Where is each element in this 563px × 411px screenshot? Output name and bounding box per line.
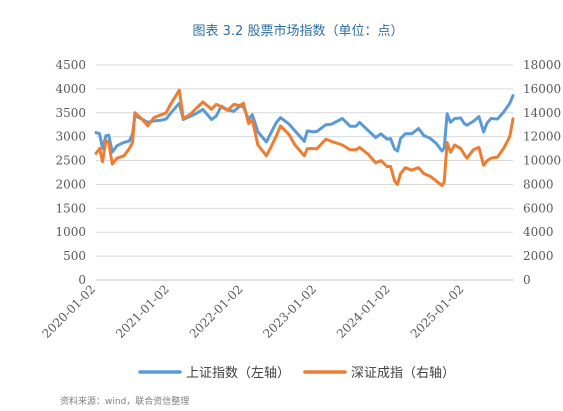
series-line bbox=[94, 88, 515, 188]
left-axis-tick-label: 3000 bbox=[55, 130, 86, 144]
legend-label: 深证成指（右轴） bbox=[351, 366, 455, 381]
series-lines bbox=[94, 88, 515, 188]
x-axis-tick-label: 2021-01-02 bbox=[113, 282, 172, 341]
left-axis-tick-label: 4000 bbox=[55, 82, 86, 96]
left-axis-tick-label: 0 bbox=[78, 273, 86, 287]
source-note: 资料来源：wind，联合资信整理 bbox=[60, 395, 189, 407]
x-axis-tick-label: 2025-01-02 bbox=[408, 282, 467, 341]
right-axis-tick-label: 4000 bbox=[523, 225, 554, 239]
right-axis-tick-label: 14000 bbox=[523, 106, 561, 120]
left-axis-tick-label: 2500 bbox=[55, 154, 86, 168]
left-axis-tick-label: 3500 bbox=[55, 106, 86, 120]
series-line bbox=[94, 94, 515, 154]
right-axis-tick-label: 8000 bbox=[523, 177, 554, 191]
axes: 0 500 1000 1500 2000 2500 3000 3500 4000 4500 0 200… bbox=[39, 58, 561, 341]
left-axis-tick-label: 1000 bbox=[55, 225, 86, 239]
right-axis-tick-label: 16000 bbox=[523, 82, 561, 96]
left-axis-tick-label: 500 bbox=[63, 249, 86, 263]
x-axis-tick-label: 2022-01-02 bbox=[187, 282, 246, 341]
right-axis-tick-label: 12000 bbox=[523, 130, 561, 144]
right-axis-tick-label: 0 bbox=[523, 273, 531, 287]
x-axis-tick-label: 2020-01-02 bbox=[39, 282, 98, 341]
left-axis-tick-label: 2000 bbox=[55, 177, 86, 191]
left-axis-tick-label: 4500 bbox=[55, 58, 86, 72]
chart-title: 图表 3.2 股票市场指数（单位：点） bbox=[193, 23, 404, 39]
legend-label: 上证指数（左轴） bbox=[186, 366, 290, 381]
right-axis-tick-label: 18000 bbox=[523, 58, 561, 72]
x-axis-tick-label: 2024-01-02 bbox=[334, 282, 393, 341]
right-axis-tick-label: 2000 bbox=[523, 249, 554, 263]
right-axis-tick-label: 10000 bbox=[523, 154, 561, 168]
left-axis-tick-label: 1500 bbox=[55, 201, 86, 215]
right-axis-tick-label: 6000 bbox=[523, 201, 554, 215]
legend: 上证指数（左轴） 深证成指（右轴） bbox=[138, 366, 455, 381]
x-axis-tick-label: 2023-01-02 bbox=[260, 282, 319, 341]
gridlines bbox=[96, 64, 513, 257]
